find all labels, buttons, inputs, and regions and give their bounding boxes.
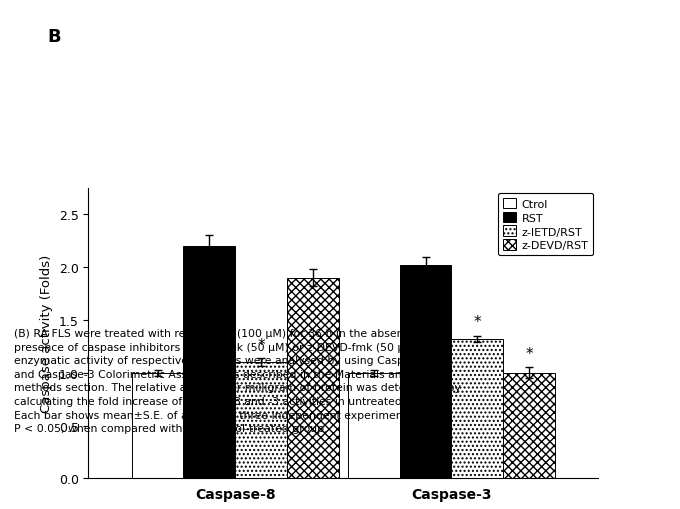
Text: *: * [258, 337, 265, 352]
Y-axis label: Caspase activity (Folds): Caspase activity (Folds) [40, 254, 53, 412]
Bar [503, 373, 555, 478]
Text: (B) RA FLS were treated with resveratrol (100 μM) for 36 h in the absence or
pre: (B) RA FLS were treated with resveratrol… [14, 328, 460, 433]
Bar [400, 265, 452, 478]
Bar [235, 362, 287, 478]
Bar [184, 246, 235, 478]
Bar [287, 278, 339, 478]
Bar [452, 339, 503, 478]
Text: *: * [526, 347, 533, 361]
Bar [132, 373, 184, 478]
Bar [347, 373, 400, 478]
Legend: Ctrol, RST, z-IETD/RST, z-DEVD/RST: Ctrol, RST, z-IETD/RST, z-DEVD/RST [498, 194, 593, 256]
Text: B: B [48, 28, 61, 46]
Text: *: * [473, 315, 481, 330]
